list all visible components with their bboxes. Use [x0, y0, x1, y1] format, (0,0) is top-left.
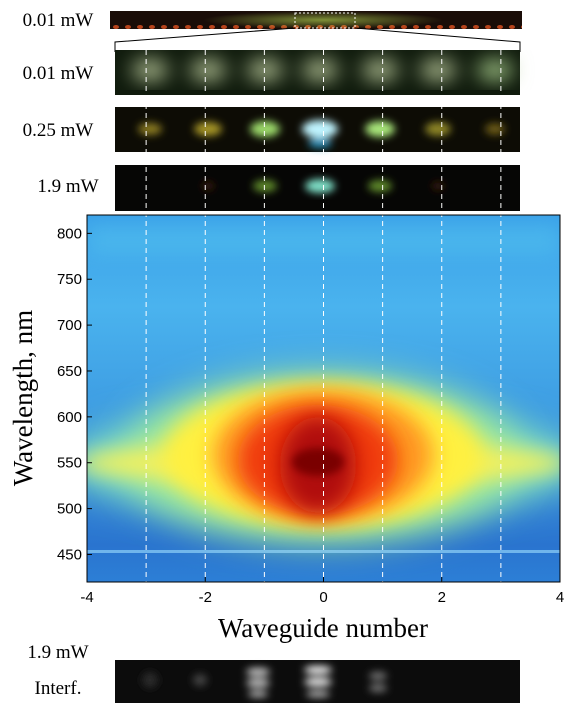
x-tick-label: -4 — [80, 589, 93, 606]
y-axis-label: Wavelength, nm — [8, 310, 38, 486]
interference-power: 1.9 mW — [27, 642, 88, 663]
x-tick-label: 4 — [556, 589, 564, 606]
strip-mid-power — [115, 107, 520, 152]
panel-label: 0.25 mW — [23, 120, 94, 141]
y-tick-label: 500 — [57, 501, 82, 518]
y-tick-label: 450 — [57, 546, 82, 563]
panel-label: 0.01 mW — [23, 63, 94, 84]
x-tick-label: 0 — [319, 589, 327, 606]
strip-high-power — [115, 165, 520, 211]
strip-overview — [110, 11, 522, 52]
heatmap — [87, 215, 560, 582]
y-tick-label: 650 — [57, 363, 82, 380]
strip-low-power — [115, 50, 520, 95]
interference-label: Interf. — [35, 678, 82, 699]
x-tick-label: -2 — [199, 589, 212, 606]
strip-interference — [115, 660, 520, 703]
y-tick-label: 800 — [57, 225, 82, 242]
guides — [145, 50, 502, 582]
panel-label: 0.01 mW — [23, 10, 94, 31]
panel-label: 1.9 mW — [37, 176, 98, 197]
y-tick-label: 550 — [57, 455, 82, 472]
x-tick-label: 2 — [438, 589, 446, 606]
y-tick-label: 600 — [57, 409, 82, 426]
y-tick-label: 700 — [57, 317, 82, 334]
y-tick-label: 750 — [57, 271, 82, 288]
x-axis-label: Waveguide number — [218, 613, 428, 643]
